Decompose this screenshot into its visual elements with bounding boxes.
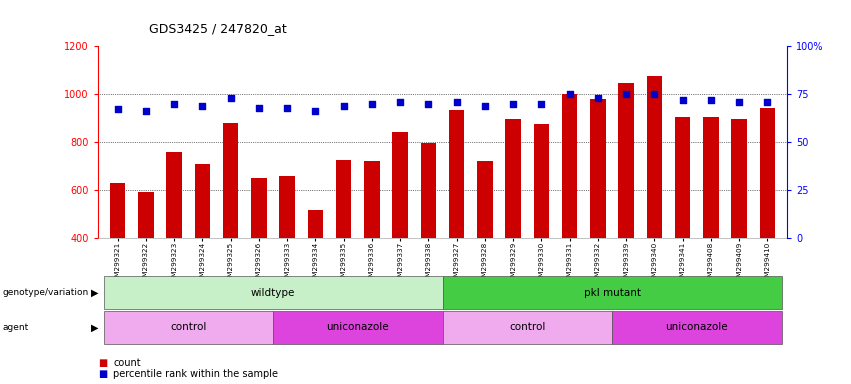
Point	[563, 91, 576, 97]
Bar	[279, 176, 295, 238]
Point	[761, 99, 774, 105]
Point	[280, 104, 294, 111]
Bar	[251, 178, 266, 238]
Bar	[336, 160, 351, 238]
Bar	[167, 152, 182, 238]
Point	[450, 99, 464, 105]
Point	[224, 95, 237, 101]
Bar	[590, 99, 606, 238]
Point	[365, 101, 379, 107]
Text: GDS3425 / 247820_at: GDS3425 / 247820_at	[149, 22, 287, 35]
Text: control: control	[170, 322, 207, 333]
Point	[196, 103, 209, 109]
Point	[733, 99, 746, 105]
Point	[478, 103, 492, 109]
Text: wildtype: wildtype	[251, 288, 295, 298]
Text: genotype/variation: genotype/variation	[3, 288, 89, 297]
Text: count: count	[113, 358, 140, 368]
Bar	[477, 161, 493, 238]
Point	[421, 101, 435, 107]
Point	[252, 104, 266, 111]
Bar	[420, 143, 437, 238]
Point	[337, 103, 351, 109]
Bar	[534, 124, 549, 238]
Bar	[195, 164, 210, 238]
Text: control: control	[509, 322, 545, 333]
Bar	[703, 117, 718, 238]
Point	[676, 97, 689, 103]
Bar	[223, 123, 238, 238]
Bar	[138, 192, 154, 238]
Point	[111, 106, 124, 113]
Point	[591, 95, 605, 101]
Point	[168, 101, 181, 107]
Bar	[675, 117, 690, 238]
Text: ▶: ▶	[91, 322, 99, 333]
Bar	[647, 76, 662, 238]
Bar	[364, 161, 380, 238]
Point	[139, 108, 152, 114]
Bar	[731, 119, 747, 238]
Point	[620, 91, 633, 97]
Text: percentile rank within the sample: percentile rank within the sample	[113, 369, 278, 379]
Text: uniconazole: uniconazole	[665, 322, 728, 333]
Bar	[562, 94, 578, 238]
Text: ▶: ▶	[91, 288, 99, 298]
Point	[309, 108, 323, 114]
Point	[393, 99, 407, 105]
Text: pkl mutant: pkl mutant	[584, 288, 641, 298]
Point	[534, 101, 548, 107]
Text: ■: ■	[98, 358, 107, 368]
Bar	[448, 110, 465, 238]
Point	[704, 97, 717, 103]
Bar	[110, 183, 125, 238]
Point	[506, 101, 520, 107]
Bar	[505, 119, 521, 238]
Point	[648, 91, 661, 97]
Text: agent: agent	[3, 323, 29, 332]
Text: uniconazole: uniconazole	[327, 322, 389, 333]
Bar	[307, 210, 323, 238]
Bar	[619, 83, 634, 238]
Text: ■: ■	[98, 369, 107, 379]
Bar	[760, 109, 775, 238]
Bar	[392, 132, 408, 238]
